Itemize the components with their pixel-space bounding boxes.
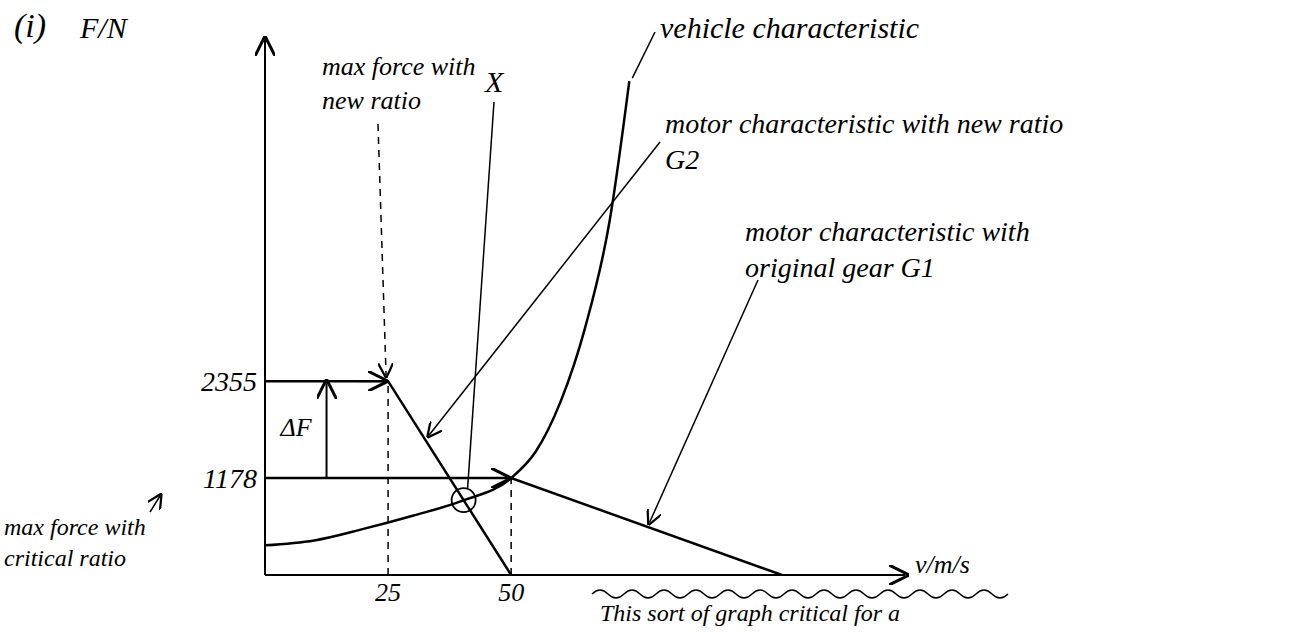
html-text:max force with new ratio: max force with new ratio	[322, 52, 476, 115]
html-text:v/m/s: v/m/s	[915, 550, 970, 579]
svg-text:50: 50	[498, 578, 524, 607]
html-text:vehicle characteristic: vehicle characteristic	[660, 11, 920, 44]
html-text:F/N: F/N	[80, 11, 127, 44]
html-text:ΔF: ΔF	[280, 413, 312, 443]
svg-text:1178: 1178	[203, 463, 257, 494]
html-text:max force with critical ratio: max force with critical ratio	[4, 514, 146, 571]
svg-text:25: 25	[375, 578, 401, 607]
html-text:motor characteristic with orig: motor characteristic with original gear …	[745, 216, 1030, 283]
html-text:motor characteristic with new: motor characteristic with new ratio G2	[665, 108, 1064, 175]
html-text:This sort of graph critical fo: This sort of graph critical for a	[600, 600, 900, 626]
html-text:X: X	[485, 65, 504, 98]
html-text:(i): (i)	[14, 7, 47, 44]
svg-text:2355: 2355	[201, 366, 257, 397]
